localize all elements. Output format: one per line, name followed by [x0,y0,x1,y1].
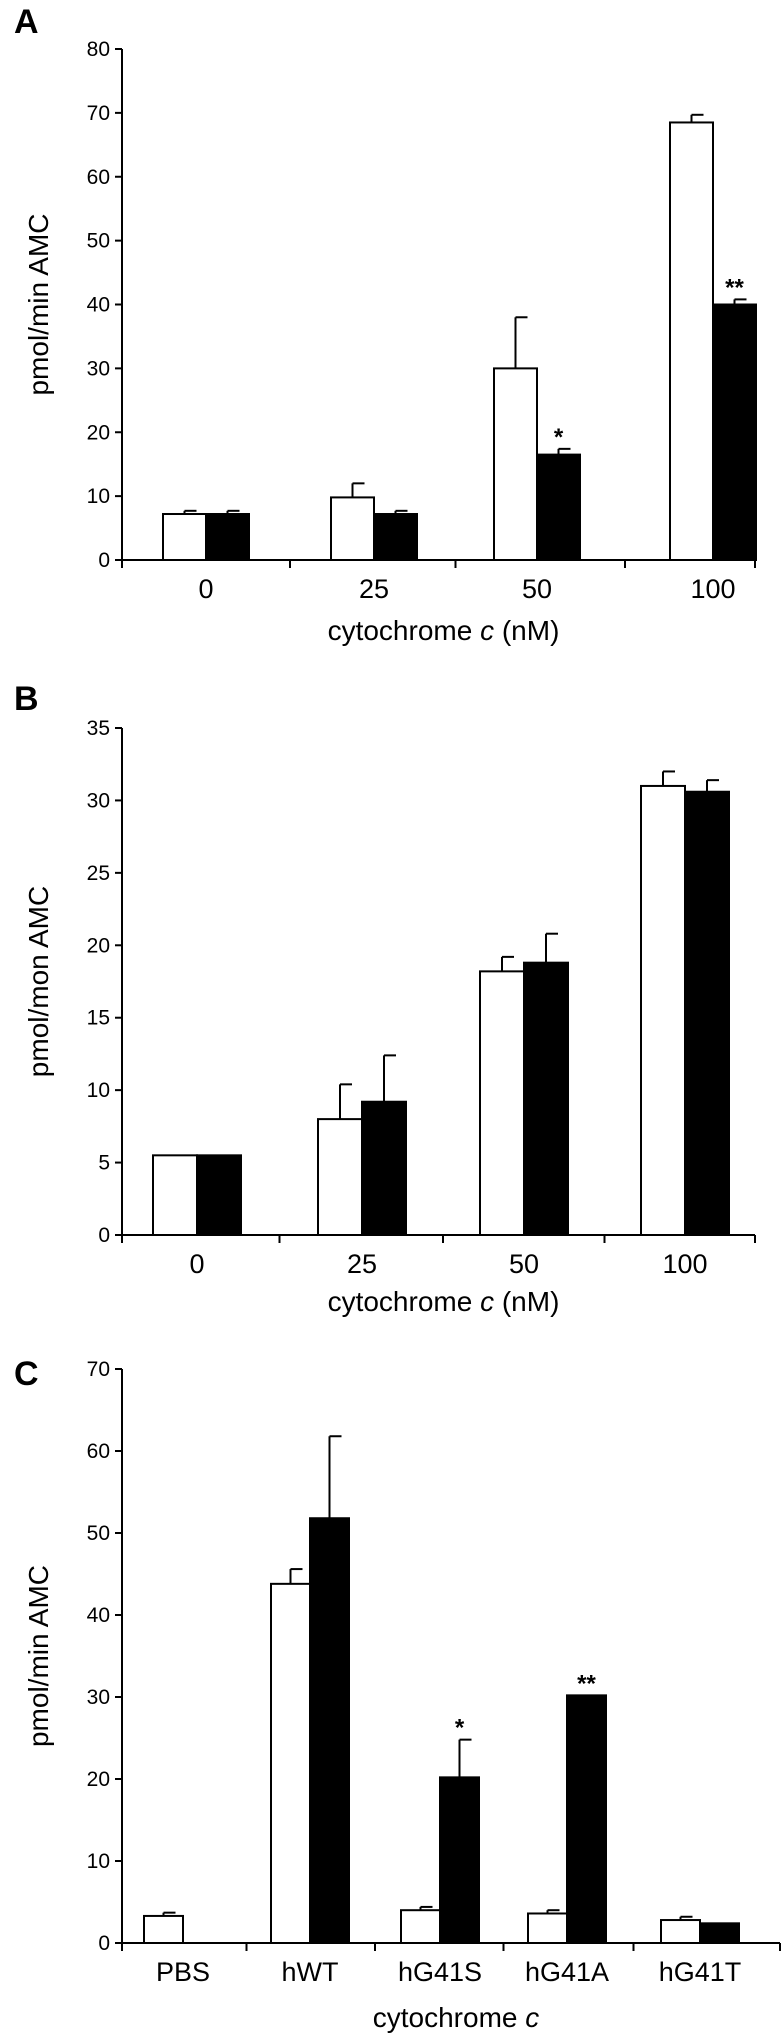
open-bar [162,513,207,562]
y-tick-label: 70 [87,102,110,125]
x-category-label: 25 [347,1249,377,1279]
filled-bar [536,453,581,562]
filled-bar [309,1517,350,1944]
y-tick-label: 70 [87,1358,110,1381]
x-category-label: 100 [662,1249,707,1279]
x-category-label: 25 [359,574,389,604]
y-tick-label: 0 [98,549,110,572]
y-tick-label: 50 [87,230,110,253]
y-tick-label: 60 [87,1440,110,1463]
open-bar [660,1919,701,1945]
open-bar [669,121,714,562]
significance-label: ** [577,1670,596,1697]
y-tick-label: 30 [87,789,110,812]
y-tick-label: 40 [87,294,110,317]
x-category-label: 0 [198,574,213,604]
open-bar [527,1912,568,1944]
y-axis-title: pmol/mon AMC [23,886,54,1077]
y-tick-label: 15 [87,1007,110,1030]
x-category-label: hG41T [659,1957,742,1987]
panel-letter: A [14,3,39,41]
significance-label: * [554,424,564,451]
y-tick-label: 10 [87,1850,110,1873]
panel-letter: B [14,680,39,718]
y-axis-title: pmol/min AMC [23,1565,54,1747]
y-tick-label: 35 [87,717,110,740]
y-tick-label: 20 [87,421,110,444]
x-category-label: 50 [509,1249,539,1279]
y-tick-label: 10 [87,1079,110,1102]
y-tick-label: 0 [98,1224,110,1247]
filled-bar [361,1100,407,1237]
filled-bar [684,790,730,1236]
chart-panel-b: B 0 5 10 15 20 25 30 35 0 25 50 100 cytochrome c (nM)… [14,680,756,1317]
x-category-label: hWT [282,1957,339,1987]
filled-bar [699,1922,740,1944]
filled-bar [523,961,569,1236]
filled-bar [373,513,418,562]
y-tick-label: 25 [87,862,110,885]
x-category-label: hG41A [525,1957,609,1987]
open-bar [479,970,525,1236]
filled-bar [439,1776,480,1944]
filled-bar [712,303,757,561]
x-category-label: hG41S [398,1957,482,1987]
y-axis-title: pmol/min AMC [23,213,54,395]
y-tick-label: 20 [87,1768,110,1791]
significance-label: ** [725,274,744,301]
x-category-label: 50 [522,574,552,604]
open-bar [400,1909,441,1944]
y-tick-label: 40 [87,1604,110,1627]
open-bar [152,1154,198,1237]
open-bar [317,1118,363,1236]
open-bar [270,1582,311,1944]
y-tick-label: 10 [87,485,110,508]
x-category-label: PBS [156,1957,210,1987]
open-bar [143,1914,184,1944]
open-bar [640,784,686,1236]
filled-bar [566,1694,607,1944]
x-category-label: 0 [189,1249,204,1279]
open-bar [493,367,538,561]
x-category-label: 100 [690,574,735,604]
y-tick-label: 0 [98,1932,110,1955]
filled-bar [205,513,250,562]
x-axis-title: cytochrome c (nM) [328,1286,560,1317]
y-tick-label: 5 [98,1152,110,1175]
y-tick-label: 80 [87,38,110,61]
y-tick-label: 30 [87,1686,110,1709]
y-tick-label: 20 [87,934,110,957]
y-tick-label: 60 [87,166,110,189]
filled-bar [196,1154,242,1237]
open-bar [330,496,375,561]
y-tick-label: 30 [87,357,110,380]
panel-letter: C [14,1355,39,1393]
y-tick-label: 50 [87,1522,110,1545]
x-axis-title: cytochrome c [373,2002,540,2033]
x-axis-title: cytochrome c (nM) [328,615,560,646]
significance-label: * [455,1715,465,1742]
